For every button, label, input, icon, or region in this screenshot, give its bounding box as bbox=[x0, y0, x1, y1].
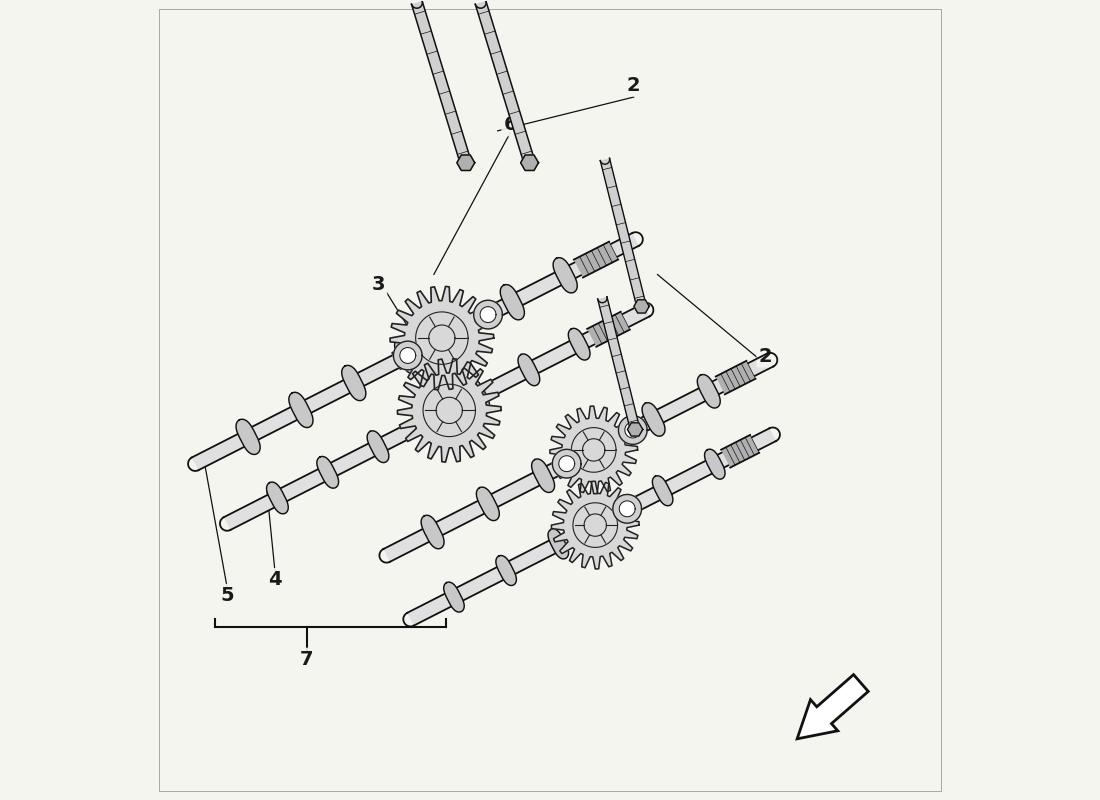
Polygon shape bbox=[697, 374, 720, 408]
Polygon shape bbox=[407, 428, 776, 626]
Polygon shape bbox=[342, 366, 366, 401]
Polygon shape bbox=[480, 306, 496, 322]
Polygon shape bbox=[518, 354, 540, 386]
Text: 2: 2 bbox=[758, 346, 772, 366]
Polygon shape bbox=[551, 482, 639, 569]
Polygon shape bbox=[531, 459, 554, 493]
Polygon shape bbox=[601, 502, 620, 532]
Text: 5: 5 bbox=[220, 586, 234, 605]
Polygon shape bbox=[550, 406, 638, 494]
Polygon shape bbox=[390, 286, 494, 390]
Text: 3: 3 bbox=[372, 275, 385, 294]
Polygon shape bbox=[704, 450, 725, 479]
Polygon shape bbox=[722, 435, 759, 467]
Polygon shape bbox=[634, 300, 649, 313]
Polygon shape bbox=[266, 482, 288, 514]
Polygon shape bbox=[236, 419, 260, 454]
Polygon shape bbox=[468, 380, 490, 411]
Polygon shape bbox=[625, 422, 640, 438]
Polygon shape bbox=[627, 423, 642, 436]
Polygon shape bbox=[586, 431, 609, 464]
Polygon shape bbox=[224, 304, 649, 530]
Polygon shape bbox=[618, 416, 647, 444]
Polygon shape bbox=[317, 457, 339, 488]
Text: 6: 6 bbox=[504, 115, 517, 134]
Polygon shape bbox=[474, 300, 503, 329]
Polygon shape bbox=[601, 158, 646, 307]
Polygon shape bbox=[559, 456, 574, 472]
Polygon shape bbox=[448, 311, 472, 347]
Polygon shape bbox=[496, 555, 516, 586]
Polygon shape bbox=[383, 354, 773, 562]
Polygon shape bbox=[475, 1, 535, 164]
Polygon shape bbox=[417, 406, 439, 437]
FancyArrow shape bbox=[798, 674, 868, 739]
Polygon shape bbox=[548, 529, 569, 559]
Polygon shape bbox=[500, 285, 525, 320]
Polygon shape bbox=[421, 515, 444, 549]
Polygon shape bbox=[443, 582, 464, 612]
Polygon shape bbox=[619, 501, 635, 517]
Polygon shape bbox=[574, 242, 618, 278]
Polygon shape bbox=[569, 328, 590, 360]
Text: 2: 2 bbox=[627, 75, 640, 94]
Text: 1: 1 bbox=[603, 422, 617, 442]
Polygon shape bbox=[613, 494, 641, 523]
Polygon shape bbox=[652, 476, 673, 506]
Polygon shape bbox=[399, 347, 416, 363]
Polygon shape bbox=[289, 392, 314, 427]
Polygon shape bbox=[520, 155, 539, 170]
Polygon shape bbox=[597, 297, 640, 430]
Polygon shape bbox=[642, 402, 666, 436]
Polygon shape bbox=[192, 233, 639, 470]
Polygon shape bbox=[397, 358, 502, 462]
Polygon shape bbox=[553, 258, 578, 293]
Polygon shape bbox=[395, 338, 419, 374]
Polygon shape bbox=[456, 155, 475, 170]
Polygon shape bbox=[394, 341, 422, 370]
Polygon shape bbox=[552, 450, 581, 478]
Polygon shape bbox=[411, 1, 471, 164]
Text: 7: 7 bbox=[300, 650, 313, 669]
Polygon shape bbox=[476, 487, 499, 521]
Text: 4: 4 bbox=[268, 570, 282, 589]
Polygon shape bbox=[716, 361, 756, 394]
Text: 3: 3 bbox=[587, 458, 601, 478]
Polygon shape bbox=[367, 431, 388, 462]
Polygon shape bbox=[587, 312, 630, 346]
